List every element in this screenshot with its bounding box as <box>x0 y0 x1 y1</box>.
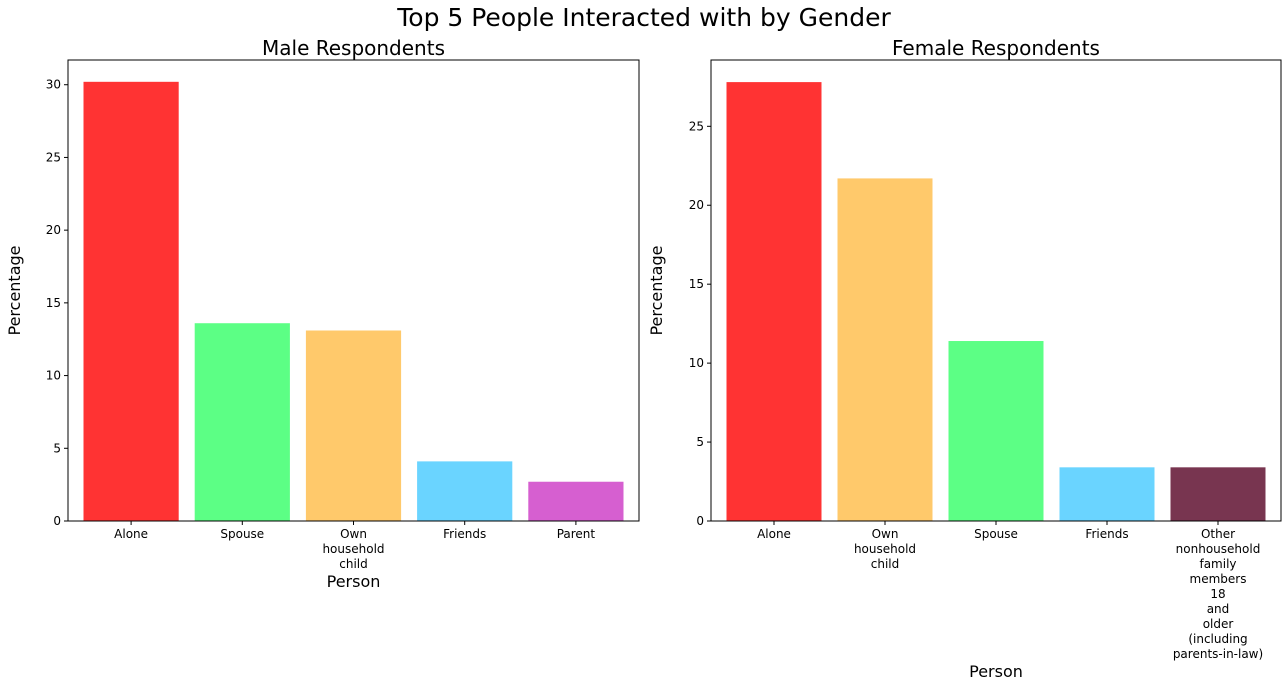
female-ytick-label: 10 <box>689 356 704 370</box>
female-bar-2 <box>837 178 933 521</box>
female-bar-3 <box>948 341 1044 521</box>
male-xtick-label-3: Own household child <box>322 527 384 571</box>
male-ytick-label: 30 <box>46 78 61 92</box>
male-bar-2 <box>194 323 290 521</box>
female-ytick-label: 0 <box>696 514 704 528</box>
female-ytick-label: 20 <box>689 198 704 212</box>
male-ytick-label: 25 <box>46 150 61 164</box>
female-xtick-label-1: Alone <box>757 527 791 541</box>
female-bar-5 <box>1170 467 1266 521</box>
female-xtick-label-2: Own household child <box>854 527 916 571</box>
female-xtick-label-5: Other nonhousehold family members 18 and older… <box>1173 527 1263 661</box>
male-bar-4 <box>417 461 513 521</box>
male-ytick-label: 15 <box>46 296 61 310</box>
female-ytick-label: 5 <box>696 435 704 449</box>
female-ytick-label: 25 <box>689 119 704 133</box>
figure-title: Top 5 People Interacted with by Gender <box>396 3 891 32</box>
female-xtick-label-4: Friends <box>1085 527 1128 541</box>
female-y-axis-label: Percentage <box>647 245 666 335</box>
male-x-axis-label: Person <box>327 572 381 591</box>
male-xtick-label-1: Alone <box>114 527 148 541</box>
male-bar-5 <box>528 481 624 521</box>
female-xtick-label-3: Spouse <box>974 527 1018 541</box>
male-ytick-label: 5 <box>53 441 61 455</box>
female-panel-title: Female Respondents <box>892 36 1100 60</box>
male-xtick-label-4: Friends <box>443 527 486 541</box>
male-y-axis-label: Percentage <box>5 245 24 335</box>
female-ytick-label: 15 <box>689 277 704 291</box>
male-ytick-label: 10 <box>46 369 61 383</box>
male-bar-1 <box>83 81 179 522</box>
male-bar-3 <box>305 330 402 521</box>
male-panel-title: Male Respondents <box>262 36 445 60</box>
female-x-axis-label: Person <box>969 662 1023 681</box>
male-xtick-label-2: Spouse <box>220 527 264 541</box>
male-xtick-label-5: Parent <box>557 527 596 541</box>
female-bar-4 <box>1059 467 1155 521</box>
male-ytick-label: 20 <box>46 223 61 237</box>
male-ytick-label: 0 <box>53 514 61 528</box>
female-bar-1 <box>726 82 822 522</box>
